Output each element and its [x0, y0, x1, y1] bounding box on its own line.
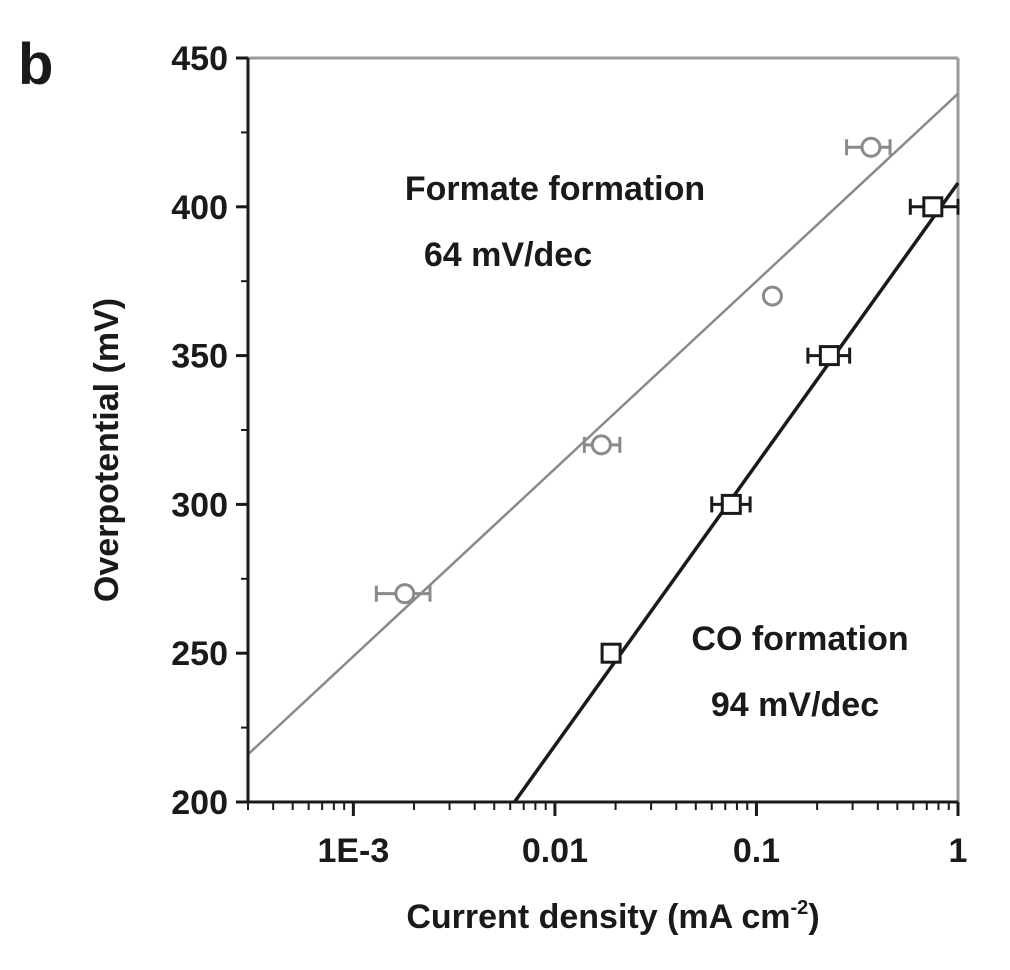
axes-frame — [246, 58, 958, 804]
y-tick-label: 400 — [171, 189, 228, 227]
data-point-square — [600, 642, 622, 664]
data-points — [374, 136, 960, 664]
x-axis-label-main: Current density (mA cm — [406, 898, 790, 936]
fit-line — [513, 181, 960, 804]
y-tick-label: 250 — [171, 635, 228, 673]
x-tick-label: 1E-3 — [317, 832, 389, 870]
data-point-circle — [394, 583, 416, 605]
annotation-slope: 94 mV/dec — [711, 686, 879, 724]
x-axis-label: Current density (mA cm-2) — [406, 897, 819, 936]
x-tick-label: 1 — [949, 832, 968, 870]
data-point-circle — [860, 136, 882, 158]
x-axis: 1E-3 0.01 0.1 1 — [317, 802, 967, 870]
annotations: Formate formation 64 mV/dec CO formation 94… — [405, 170, 909, 724]
x-tick-label: 0.01 — [522, 832, 588, 870]
fit-lines — [247, 92, 960, 804]
fit-line — [247, 92, 959, 756]
y-axis: 200 250 300 350 400 450 — [171, 40, 248, 822]
x-tick-label: 0.1 — [733, 832, 780, 870]
data-point-circle — [590, 434, 612, 456]
annotation-slope: 64 mV/dec — [424, 236, 592, 274]
x-axis-label-close: ) — [808, 898, 819, 936]
y-tick-label: 450 — [171, 40, 228, 78]
y-tick-label: 300 — [171, 486, 228, 524]
data-point-circle — [761, 285, 783, 307]
data-point-square — [818, 345, 840, 367]
y-axis-label: Overpotential (mV) — [88, 298, 126, 602]
data-point-square — [720, 493, 742, 515]
panel-label: b — [18, 32, 53, 97]
annotation-title: CO formation — [691, 620, 908, 658]
annotation-title: Formate formation — [405, 170, 705, 208]
y-tick-label: 350 — [171, 338, 228, 376]
y-tick-label: 200 — [171, 784, 228, 822]
x-axis-label-sup: -2 — [791, 897, 809, 919]
data-point-square — [922, 196, 944, 218]
x-minor-ticks — [247, 802, 950, 810]
